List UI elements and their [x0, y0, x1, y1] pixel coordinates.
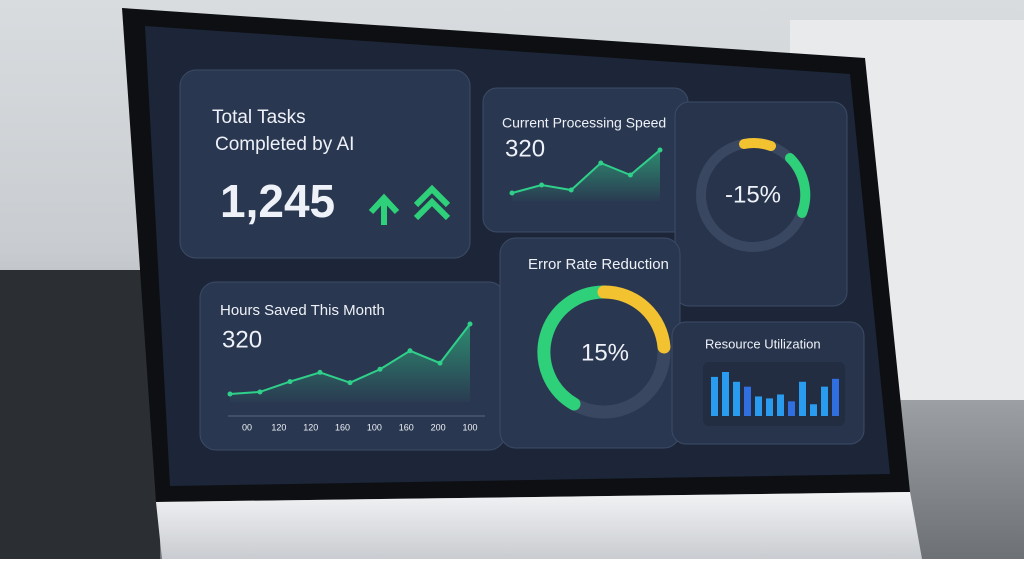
x-tick-label: 120 [271, 422, 286, 432]
point [437, 360, 443, 366]
card-title: Total Tasks [212, 107, 306, 128]
x-tick-label: 120 [303, 422, 318, 432]
chair [0, 270, 160, 559]
bar [777, 394, 784, 416]
bar [788, 401, 795, 416]
gauge-arc [739, 138, 776, 151]
point [657, 147, 663, 153]
bar [821, 386, 828, 416]
card-title: Error Rate Reduction [528, 256, 669, 273]
line [511, 149, 661, 194]
bar [744, 386, 751, 416]
x-tick-label: 160 [399, 422, 414, 432]
point [287, 379, 293, 385]
point [598, 160, 604, 166]
bar [799, 381, 806, 416]
bar [711, 376, 718, 416]
x-tick-label: 100 [367, 422, 382, 432]
point [377, 366, 383, 372]
point [407, 348, 413, 354]
kpi-value: 1,245 [220, 175, 335, 227]
card-title: Current Processing Speed [502, 115, 666, 131]
bar [832, 378, 839, 416]
x-tick-label: 00 [242, 422, 252, 432]
kpi-value: 320 [505, 135, 545, 162]
arrow-icon [413, 184, 451, 221]
point [257, 389, 263, 395]
card-title: Completed by AI [215, 134, 354, 155]
gauge-label: -15% [725, 181, 781, 208]
point [568, 187, 574, 193]
x-tick-label: 160 [335, 422, 350, 432]
point [347, 380, 353, 386]
bar [755, 396, 762, 416]
point [627, 172, 633, 178]
point [317, 369, 323, 375]
point [539, 182, 545, 188]
bar [733, 381, 740, 416]
kpi-value: 320 [222, 326, 262, 353]
monitor-chin [156, 492, 922, 559]
card [179, 69, 471, 259]
point [467, 321, 473, 327]
gauge-arc [597, 285, 671, 354]
point [509, 190, 515, 196]
area [512, 150, 660, 201]
bar [722, 372, 729, 416]
gauge-label: 15% [581, 339, 629, 366]
bar [766, 398, 773, 416]
card-title: Resource Utilization [705, 336, 821, 351]
bar [810, 404, 817, 416]
x-tick-label: 200 [431, 422, 446, 432]
arrow-icon [368, 193, 400, 225]
x-tick-label: 100 [462, 422, 477, 432]
card-title: Hours Saved This Month [220, 302, 385, 319]
gauge-arc [537, 285, 611, 411]
point [227, 391, 233, 397]
gauge-arc [785, 153, 811, 218]
